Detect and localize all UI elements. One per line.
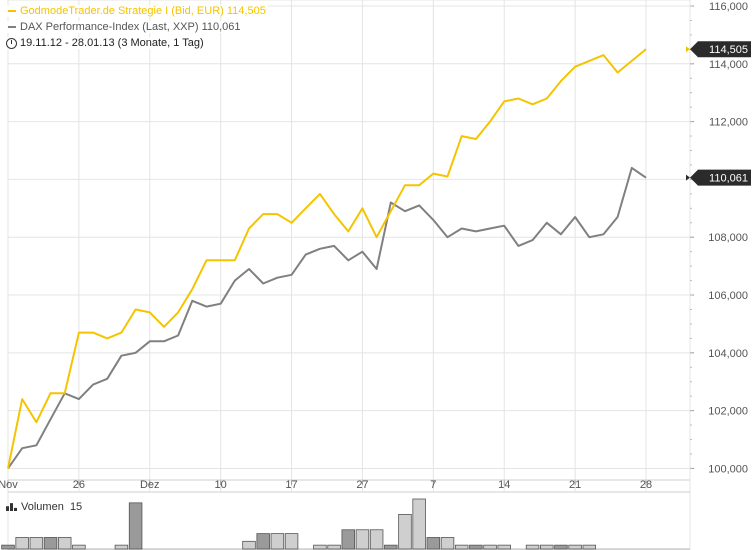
value-tag-pointer bbox=[686, 174, 690, 181]
volume-bars bbox=[1, 498, 597, 550]
volume-value: 15 bbox=[69, 501, 83, 513]
value-tag-label: 110,061 bbox=[709, 173, 748, 185]
volume-bar bbox=[341, 529, 356, 550]
volume-bar bbox=[440, 537, 455, 550]
legend-period[interactable]: 19.11.12 - 28.01.13 (3 Monate, 1 Tag) bbox=[2, 35, 268, 51]
volume-bar bbox=[327, 544, 341, 550]
volume-bar bbox=[256, 533, 270, 550]
series-line-1 bbox=[7, 48, 647, 469]
period-text: 19.11.12 - 28.01.13 (3 Monate, 1 Tag) bbox=[20, 37, 204, 49]
legend-item-series2[interactable]: DAX Performance-Index (Last, XXP) 110,06… bbox=[2, 19, 268, 35]
volume-icon bbox=[6, 503, 18, 512]
volume-bar bbox=[384, 544, 398, 550]
volume-bar bbox=[284, 533, 299, 550]
series-line-2 bbox=[7, 166, 647, 469]
x-tick-label: 14 bbox=[498, 479, 510, 491]
y-tick-label: 116,000 bbox=[709, 1, 748, 13]
y-tick-label: 100,000 bbox=[708, 463, 748, 475]
x-tick-label: 7 bbox=[430, 479, 436, 491]
value-tag-pointer bbox=[686, 46, 690, 53]
volume-bar bbox=[525, 544, 540, 550]
x-tick-label: 27 bbox=[356, 479, 368, 491]
x-tick-label: 21 bbox=[569, 479, 581, 491]
series2-swatch bbox=[8, 26, 16, 29]
volume-bar bbox=[29, 537, 44, 550]
series-lines bbox=[7, 48, 647, 469]
y-tick-label: 112,000 bbox=[709, 117, 748, 129]
volume-bar bbox=[15, 537, 29, 550]
volume-bar bbox=[270, 533, 285, 550]
series1-name: GodmodeTrader.de Strategie I (Bid, EUR) bbox=[20, 5, 224, 17]
x-tick-label: Nov bbox=[0, 479, 18, 491]
y-tick-label: 114,000 bbox=[709, 59, 748, 71]
x-tick-label: 17 bbox=[285, 479, 297, 491]
value-tag-1: 114,505 bbox=[686, 41, 751, 58]
volume-bar bbox=[568, 544, 582, 550]
volume-bar bbox=[1, 544, 15, 550]
series2-name: DAX Performance-Index (Last, XXP) bbox=[20, 21, 199, 33]
value-tags: 114,505 110,061 bbox=[686, 41, 751, 186]
series2-value: 110,061 bbox=[201, 21, 241, 33]
y-tick-label: 102,000 bbox=[708, 406, 748, 418]
volume-bar bbox=[57, 537, 72, 550]
volume-bar bbox=[412, 498, 426, 550]
volume-bar bbox=[469, 544, 483, 550]
y-tick-label: 106,000 bbox=[708, 290, 748, 302]
volume-bar bbox=[369, 529, 384, 550]
x-tick-label: 26 bbox=[73, 479, 85, 491]
y-axis: 116,000114,000112,000110,000108,000106,0… bbox=[690, 1, 748, 475]
value-tag-2: 110,061 bbox=[686, 169, 751, 186]
volume-bar bbox=[398, 513, 412, 550]
legend-item-series1[interactable]: GodmodeTrader.de Strategie I (Bid, EUR) … bbox=[2, 3, 268, 19]
volume-bar bbox=[554, 544, 568, 550]
volume-bar bbox=[242, 540, 256, 550]
value-tag-bg bbox=[690, 41, 751, 58]
volume-bar bbox=[114, 544, 129, 550]
volume-bar bbox=[72, 544, 86, 550]
volume-bar bbox=[483, 544, 497, 550]
volume-bar bbox=[454, 544, 469, 550]
volume-bar bbox=[426, 537, 441, 550]
series1-value: 114,505 bbox=[226, 5, 266, 17]
volume-bar bbox=[313, 544, 327, 550]
legend: GodmodeTrader.de Strategie I (Bid, EUR) … bbox=[2, 3, 268, 51]
clock-icon bbox=[6, 37, 17, 49]
series1-swatch bbox=[8, 10, 16, 13]
y-tick-label: 104,000 bbox=[708, 348, 748, 360]
volume-bar bbox=[540, 544, 554, 550]
value-tag-bg bbox=[690, 169, 751, 186]
x-tick-label: Dez bbox=[140, 479, 160, 491]
plot-frame bbox=[7, 0, 691, 550]
volume-bar bbox=[128, 502, 143, 550]
x-tick-label: 10 bbox=[215, 479, 227, 491]
volume-bar bbox=[582, 544, 597, 550]
volume-label-text: Volumen bbox=[21, 501, 64, 513]
volume-bar bbox=[497, 544, 511, 550]
volume-label: Volumen 15 bbox=[6, 501, 82, 513]
y-tick-label: 108,000 bbox=[708, 232, 748, 244]
volume-bar bbox=[355, 529, 370, 550]
volume-bar bbox=[43, 537, 58, 550]
x-axis: Nov 26 Dez 10 17 27 7 14 21 28 bbox=[0, 479, 690, 491]
grid-lines bbox=[7, 0, 691, 550]
value-tag-label: 114,505 bbox=[709, 44, 748, 56]
x-tick-label: 28 bbox=[640, 479, 652, 491]
